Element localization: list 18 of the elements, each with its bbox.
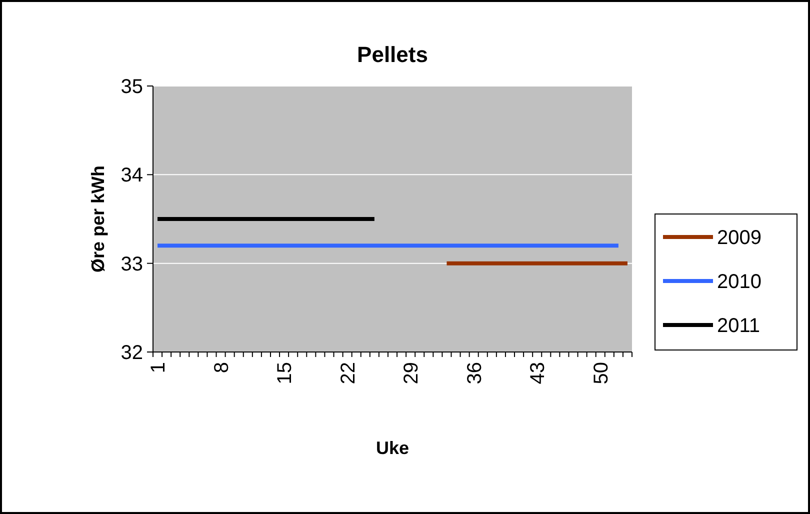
legend-label: 2009 [717, 227, 762, 249]
x-tick-label: 50 [590, 362, 612, 384]
y-tick-label: 33 [120, 253, 143, 276]
y-tick-label: 34 [120, 164, 143, 187]
legend-label: 2010 [717, 271, 762, 293]
x-tick-label: 8 [210, 362, 233, 374]
legend-label: 2011 [717, 315, 760, 337]
x-tick-label: 36 [464, 362, 486, 384]
chart-title: Pellets [357, 42, 428, 67]
x-tick-label: 43 [527, 362, 550, 384]
y-axis-title: Øre per kWh [88, 165, 108, 273]
x-tick-label: 22 [337, 362, 360, 384]
y-tick-label: 32 [120, 342, 143, 364]
y-tick-label: 35 [120, 76, 143, 98]
x-axis-title: Uke [376, 438, 410, 458]
x-tick-label: 15 [274, 362, 296, 384]
x-tick-label: 29 [400, 362, 423, 384]
x-tick-label: 1 [148, 362, 170, 374]
